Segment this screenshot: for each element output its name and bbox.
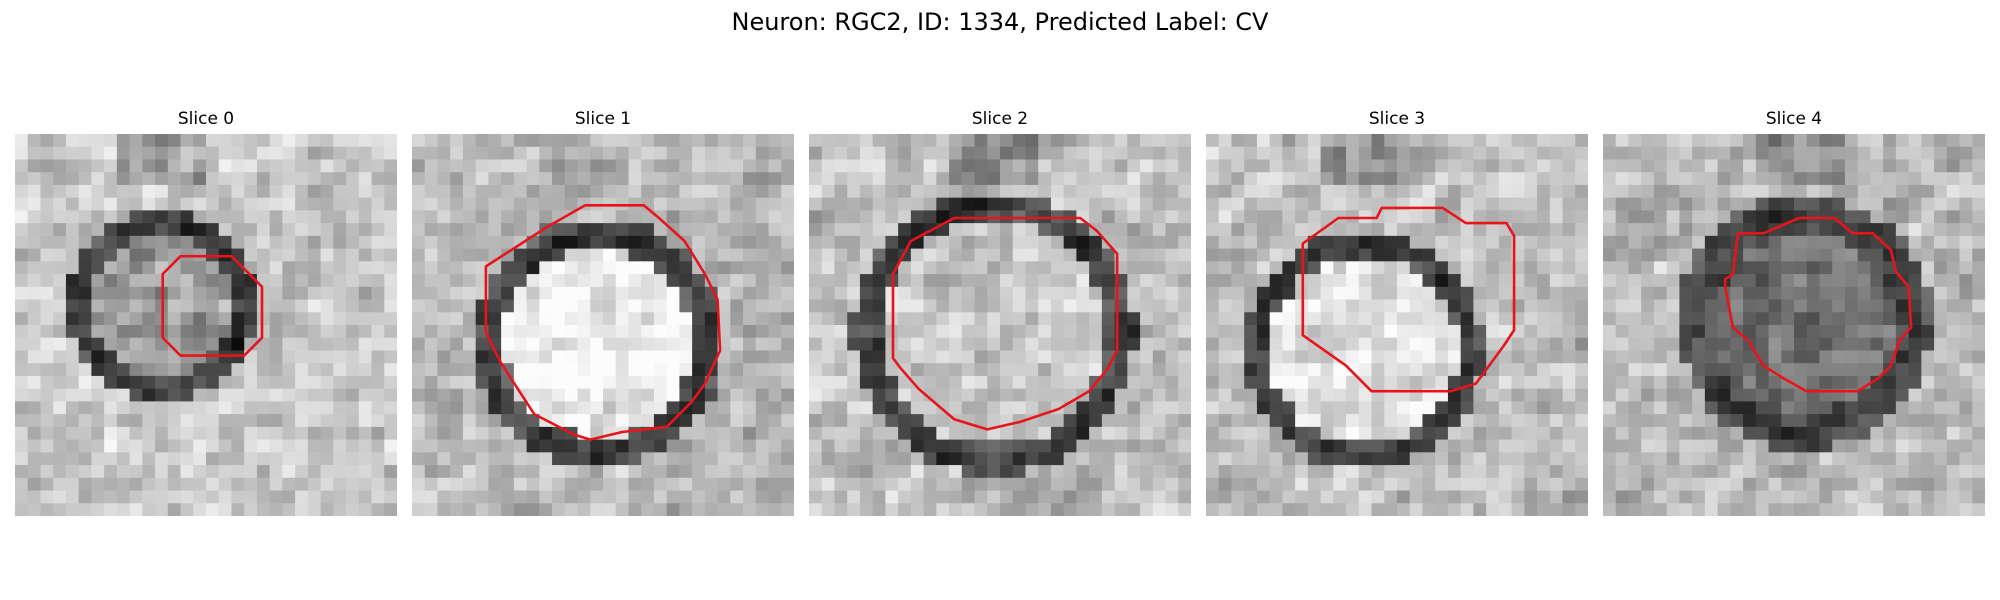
figure-title: Neuron: RGC2, ID: 1334, Predicted Label:…: [731, 8, 1269, 36]
slice-title: Slice 0: [177, 109, 235, 129]
cell-contour: [161, 254, 264, 357]
slice-image: [809, 134, 1191, 516]
cell-contour: [484, 204, 722, 441]
cell-contour: [1723, 216, 1913, 393]
slice-title: Slice 4: [1765, 109, 1823, 129]
slice-image: [15, 134, 397, 516]
slice-image: [412, 134, 794, 516]
slice-title: Slice 2: [971, 109, 1029, 129]
cell-contour: [1301, 206, 1516, 393]
slice-title: Slice 3: [1368, 109, 1426, 129]
slice-image: [1603, 134, 1985, 516]
slice-image: [1206, 134, 1588, 516]
slice-title: Slice 1: [574, 109, 632, 129]
cell-contour: [891, 216, 1119, 431]
